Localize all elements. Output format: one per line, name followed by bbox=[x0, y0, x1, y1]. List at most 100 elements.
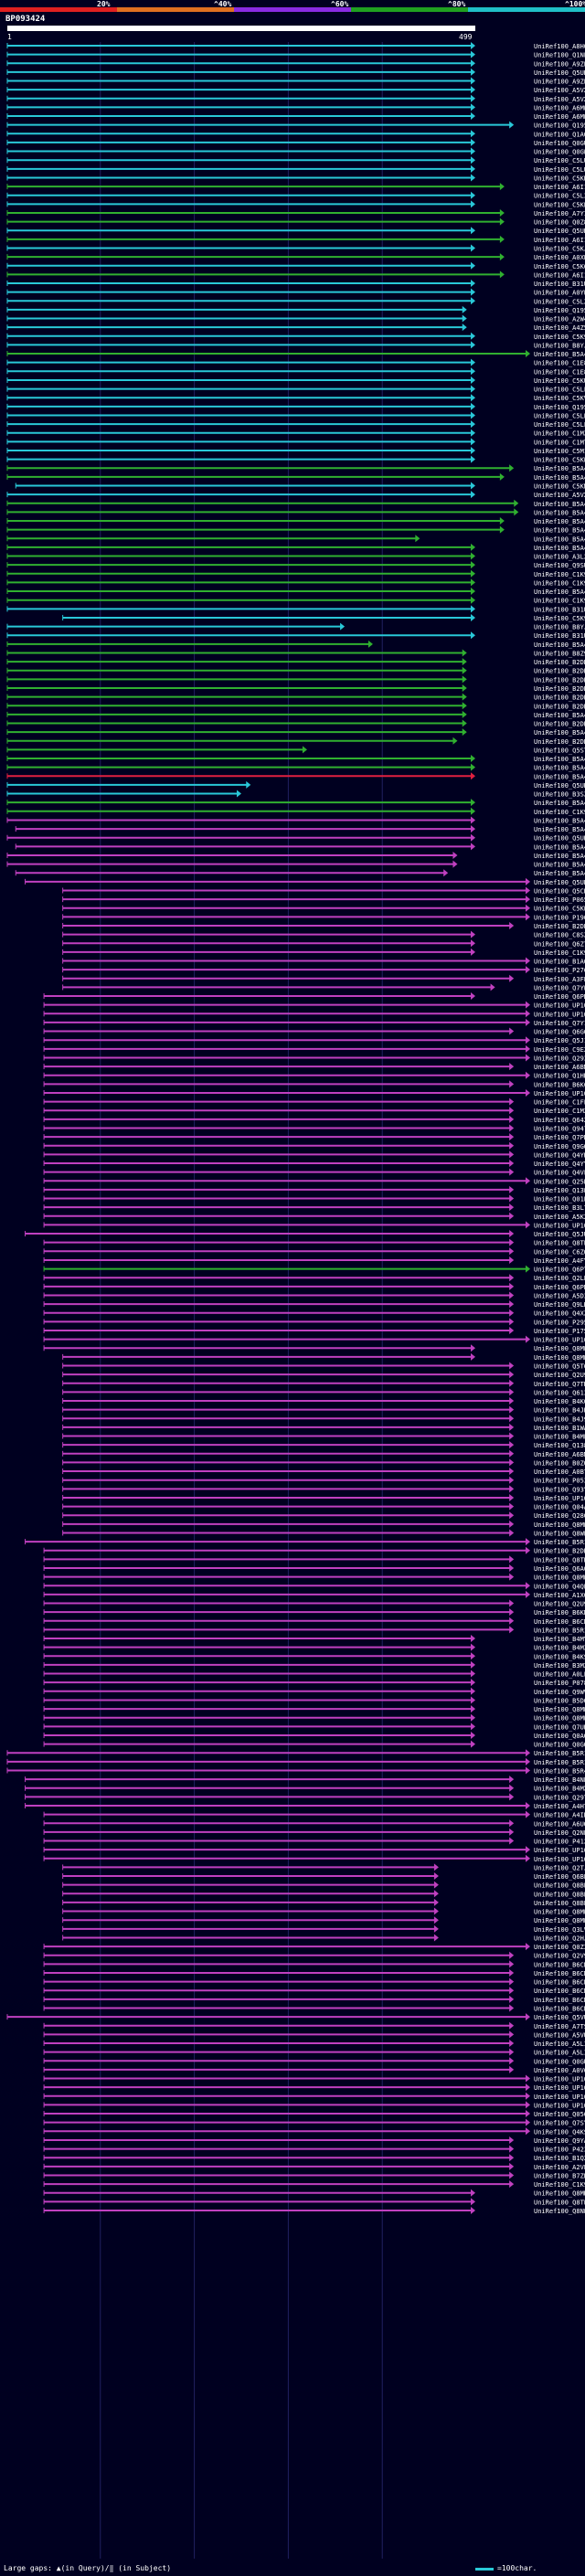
hit-arrowhead bbox=[471, 455, 475, 463]
hit-arrowhead bbox=[509, 1397, 515, 1405]
hit-arrowhead bbox=[433, 1890, 439, 1898]
hit-label: UniRef100_B4MXY1 bbox=[534, 1786, 585, 1793]
hit-arrowhead bbox=[509, 464, 515, 472]
hit-arrowhead bbox=[509, 1573, 515, 1581]
hit-arrowhead bbox=[509, 2057, 515, 2065]
hit-label: UniRef100_UP1000 bbox=[534, 1856, 585, 1863]
hit-arrowhead bbox=[526, 1582, 530, 1590]
hit-arrowhead bbox=[509, 1951, 515, 1959]
hit-label: UniRef100_A7YIQ0 bbox=[534, 210, 585, 217]
hit-label: UniRef100_A6MWQ7 bbox=[534, 113, 585, 121]
hit-arrowhead bbox=[471, 1740, 475, 1748]
hit-label: UniRef100_C1E873 bbox=[534, 368, 585, 376]
hit-arrowhead bbox=[462, 719, 467, 727]
hit-label: UniRef100_C8SZD6 bbox=[534, 932, 585, 939]
hit-label: UniRef100_A3FEL2 bbox=[534, 976, 585, 983]
hit-arrowhead bbox=[471, 561, 475, 569]
hit-arrowhead bbox=[499, 525, 505, 534]
hit-label: UniRef100_UP1000 bbox=[534, 2102, 585, 2109]
hit-label: UniRef100_B6KCL0 bbox=[534, 1081, 585, 1088]
hit-label: UniRef100_Q195D9 bbox=[534, 404, 585, 411]
hit-label: UniRef100_A4ID15 bbox=[534, 1812, 585, 1819]
hit-label: UniRef100_Q7UHN4 bbox=[534, 1723, 585, 1731]
hit-arrowhead bbox=[462, 710, 467, 718]
hit-label: UniRef100_Q6PDR8 bbox=[534, 993, 585, 1001]
hit-arrowhead bbox=[471, 816, 475, 824]
hit-arrowhead bbox=[462, 305, 467, 313]
hit-arrowhead bbox=[471, 280, 475, 288]
hit-label: UniRef100_Q4KS28 bbox=[534, 2128, 585, 2136]
hit-label: UniRef100_Q7Y1K0 bbox=[534, 1020, 585, 1027]
hit-arrowhead bbox=[471, 411, 475, 419]
hit-arrowhead bbox=[471, 569, 475, 578]
hit-label: UniRef100_Q195E1 bbox=[534, 307, 585, 314]
hit-arrowhead bbox=[509, 2004, 515, 2012]
hit-arrowhead bbox=[526, 1757, 530, 1765]
hit-arrowhead bbox=[509, 1247, 515, 1256]
hit-arrowhead bbox=[471, 297, 475, 305]
hit-arrowhead bbox=[509, 1318, 515, 1326]
hit-arrowhead bbox=[471, 367, 475, 376]
hit-label: UniRef100_A6UQ14 bbox=[534, 1820, 585, 1828]
legend-label-0: 20% bbox=[97, 0, 111, 8]
hit-label: UniRef100_A1XG18 bbox=[534, 1592, 585, 1599]
hit-label: UniRef100_B5A4N0 bbox=[534, 862, 585, 869]
hit-label: UniRef100_Q6PTE6 bbox=[534, 1267, 585, 1274]
hit-label: UniRef100_A4Z540 bbox=[534, 324, 585, 332]
hit-label: UniRef100_C5LF60 bbox=[534, 421, 585, 429]
hit-label: UniRef100_Q5UH15 bbox=[534, 782, 585, 790]
hit-label: UniRef100_B31UP3 bbox=[534, 606, 585, 613]
hit-arrowhead bbox=[509, 1379, 515, 1387]
hit-label: UniRef100_B4ML59 bbox=[534, 1434, 585, 1441]
hit-arrowhead bbox=[509, 1150, 515, 1159]
hit-arrowhead bbox=[509, 2030, 515, 2039]
hit-arrowhead bbox=[471, 68, 475, 76]
ruler-end-label: 499 bbox=[459, 33, 473, 41]
hit-arrowhead bbox=[509, 1599, 515, 1607]
hit-arrowhead bbox=[471, 77, 475, 85]
identity-legend: 20% ^40% ^60% ^80% ^100% bbox=[0, 0, 585, 13]
hit-arrowhead bbox=[471, 394, 475, 402]
hit-arrowhead bbox=[471, 588, 475, 596]
hit-arrowhead bbox=[526, 1001, 530, 1009]
hit-arrowhead bbox=[509, 1203, 515, 1212]
hit-label: UniRef100_Q1AGB6 bbox=[534, 131, 585, 138]
hit-arrowhead bbox=[509, 1107, 515, 1115]
hit-arrowhead bbox=[509, 1300, 515, 1309]
hit-arrowhead bbox=[471, 156, 475, 164]
hit-label: UniRef100_Q3LV54 bbox=[534, 1926, 585, 1934]
hit-arrowhead bbox=[471, 244, 475, 252]
hit-arrowhead bbox=[509, 1212, 515, 1220]
hit-label: UniRef100_C5K634 bbox=[534, 263, 585, 270]
hit-arrowhead bbox=[526, 966, 530, 974]
hit-arrowhead bbox=[509, 1960, 515, 1968]
hit-arrowhead bbox=[471, 59, 475, 68]
hit-label: UniRef100_B5A4P2 bbox=[534, 545, 585, 552]
hit-label: UniRef100_B5A4N6 bbox=[534, 729, 585, 737]
hit-label: UniRef100_Q8TPP0 bbox=[534, 1240, 585, 1247]
hit-label: UniRef100_B4J9V5 bbox=[534, 1415, 585, 1423]
hit-label: UniRef100_UP1000 bbox=[534, 1011, 585, 1018]
hit-arrowhead bbox=[509, 1027, 515, 1035]
hit-label: UniRef100_Q4QE19 bbox=[534, 1583, 585, 1590]
hit-label: UniRef100_A5LIC3 bbox=[534, 2041, 585, 2048]
hit-arrowhead bbox=[526, 2092, 530, 2100]
hit-arrowhead bbox=[509, 2162, 515, 2170]
hit-arrowhead bbox=[509, 1282, 515, 1290]
hit-label: UniRef100_Q9YAV0 bbox=[534, 2137, 585, 2145]
legend-bar-3 bbox=[351, 7, 468, 12]
hit-label: UniRef100_UP1000 bbox=[534, 1847, 585, 1854]
hit-arrowhead bbox=[462, 702, 467, 710]
hit-label: UniRef100_A5D3A7 bbox=[534, 1292, 585, 1299]
hit-arrowhead bbox=[471, 825, 475, 833]
hit-label: UniRef100_A9ZPM6 bbox=[534, 60, 585, 68]
hit-arrowhead bbox=[471, 112, 475, 121]
hit-arrowhead bbox=[509, 1520, 515, 1528]
hit-label: UniRef100_Q6PNT7 bbox=[534, 1284, 585, 1291]
hit-arrowhead bbox=[509, 1291, 515, 1299]
hit-arrowhead bbox=[462, 658, 467, 666]
hit-label: UniRef100_B6CNA9 bbox=[534, 1979, 585, 1987]
hit-label: UniRef100_B5R102 bbox=[534, 1539, 585, 1546]
hit-label: UniRef100_B5A4M9 bbox=[534, 817, 585, 824]
